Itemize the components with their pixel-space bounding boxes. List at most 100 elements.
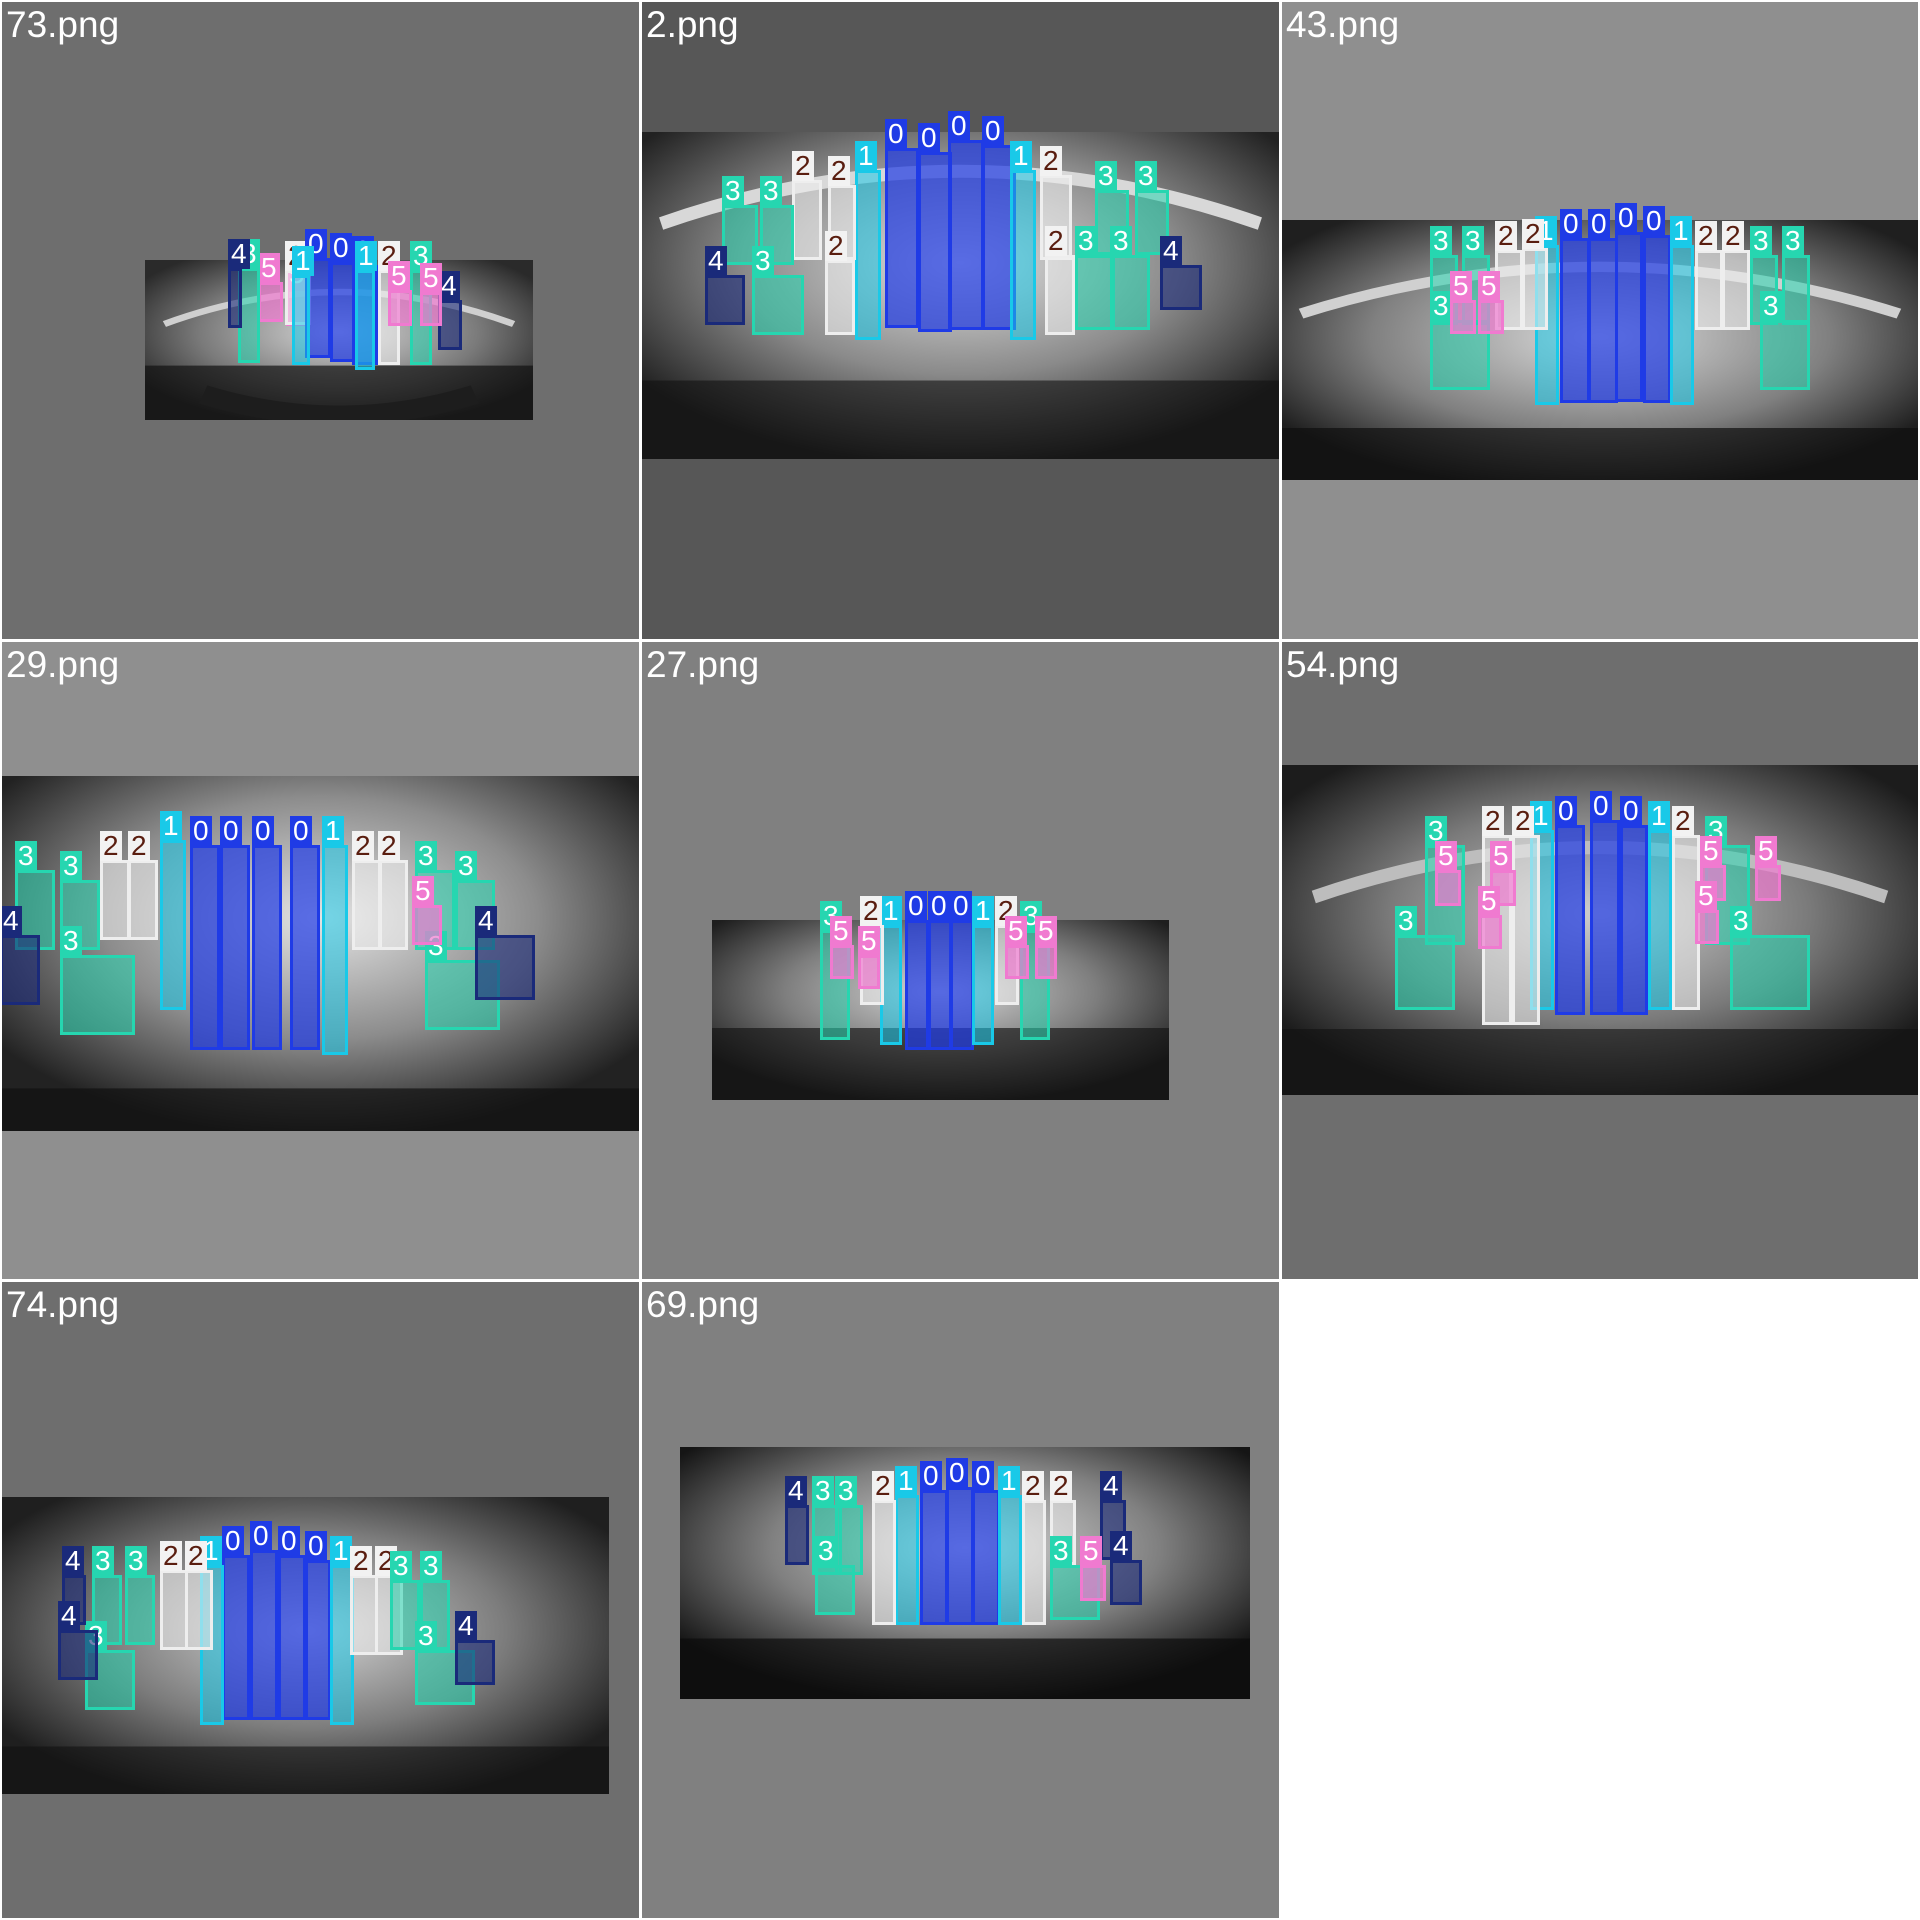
detection-box: 1: [1010, 141, 1036, 340]
detection-class-label: 2: [378, 831, 400, 861]
detection-class-label: 0: [982, 116, 1004, 146]
detection-box: 2: [160, 1541, 188, 1650]
image-filename: 54.png: [1286, 644, 1400, 685]
detection-class-label: 1: [330, 1536, 352, 1566]
detection-class-label: 1: [1670, 216, 1692, 246]
detection-box: 4: [58, 1601, 98, 1680]
detection-box: 0: [920, 1461, 948, 1625]
detection-class-label: 0: [1590, 791, 1612, 821]
detection-box: 1: [998, 1466, 1022, 1625]
detection-class-label: 5: [1435, 841, 1457, 871]
detection-class-label: 4: [475, 906, 497, 936]
detection-class-label: 2: [350, 1546, 372, 1576]
detection-class-label: 3: [1110, 226, 1132, 256]
detection-class-label: 1: [895, 1466, 917, 1496]
detection-class-label: 4: [62, 1546, 84, 1576]
detection-class-label: 3: [60, 851, 82, 881]
detection-box: 3: [1395, 906, 1455, 1010]
detection-box: 3: [125, 1546, 155, 1645]
detection-class-label: 1: [1648, 801, 1670, 831]
detection-box: 5: [1755, 836, 1781, 901]
detection-class-label: 4: [1110, 1531, 1132, 1561]
detection-class-label: 3: [1730, 906, 1752, 936]
detection-class-label: 3: [415, 841, 437, 871]
image-filename: 2.png: [646, 4, 739, 45]
detection-class-label: 0: [1620, 796, 1642, 826]
detection-box: 3: [1075, 226, 1115, 330]
detection-box: 4: [228, 239, 250, 328]
detection-box: 0: [1643, 206, 1671, 403]
detection-box: 1: [1648, 801, 1672, 1010]
detection-box: 5: [1080, 1536, 1106, 1601]
detection-box: 4: [1160, 236, 1202, 310]
detection-class-label: 3: [1462, 226, 1484, 256]
detection-box: 3: [1730, 906, 1810, 1010]
image-filename: 73.png: [6, 4, 120, 45]
detection-class-label: 3: [1135, 161, 1157, 191]
detection-class-label: 0: [918, 123, 940, 153]
detection-box: 2: [1022, 1471, 1046, 1625]
detection-class-label: 2: [792, 151, 814, 181]
detection-box: 0: [1620, 796, 1648, 1015]
detection-class-label: 3: [812, 1476, 834, 1506]
detection-class-label: 0: [252, 816, 274, 846]
detection-class-label: 5: [1478, 271, 1500, 301]
detection-class-label: 3: [835, 1476, 857, 1506]
detection-class-label: 3: [1430, 291, 1452, 321]
detection-class-label: 0: [190, 816, 212, 846]
detection-class-label: 1: [880, 896, 902, 926]
detection-box: 2: [378, 831, 408, 950]
detection-class-label: 1: [972, 896, 994, 926]
detection-class-label: 0: [1643, 206, 1665, 236]
detection-class-label: 5: [1755, 836, 1777, 866]
detection-box: 1: [292, 246, 314, 365]
detection-box: 0: [1590, 791, 1620, 1015]
detections-layer: 0000112222333333444: [2, 1282, 639, 1918]
detection-class-label: 0: [222, 1526, 244, 1556]
detection-class-label: 3: [1050, 1536, 1072, 1566]
image-filename: 27.png: [646, 644, 760, 685]
detection-class-label: 5: [1035, 916, 1057, 946]
detection-box: 5: [412, 876, 442, 945]
detection-box: 2: [1512, 806, 1540, 1025]
detection-box: 5: [258, 253, 283, 322]
detection-class-label: 3: [1425, 816, 1447, 846]
detection-class-label: 2: [828, 156, 850, 186]
detection-class-label: 2: [160, 1541, 182, 1571]
detection-box: 3: [815, 1536, 855, 1615]
detection-box: 2: [350, 1546, 378, 1655]
detection-box: 2: [185, 1541, 213, 1650]
detection-class-label: 4: [438, 271, 460, 301]
detection-class-label: 0: [1615, 203, 1637, 233]
detection-box: 3: [1760, 291, 1810, 390]
detection-class-label: 2: [1512, 806, 1534, 836]
detection-box: 2: [872, 1471, 896, 1625]
detection-class-label: 3: [125, 1546, 147, 1576]
detection-class-label: 5: [388, 261, 410, 291]
detection-class-label: 5: [1695, 881, 1717, 911]
detection-box: 0: [250, 1521, 278, 1720]
detection-class-label: 4: [785, 1476, 807, 1506]
detection-box: 0: [305, 1531, 331, 1720]
detection-class-label: 2: [1722, 221, 1744, 251]
detection-class-label: 0: [305, 1531, 327, 1561]
detection-class-label: 2: [1522, 219, 1544, 249]
detection-box: 2: [1522, 219, 1548, 330]
detection-class-label: 3: [1075, 226, 1097, 256]
detection-box: 1: [160, 811, 186, 1010]
detection-box: 5: [1478, 271, 1504, 334]
detection-class-label: 3: [415, 1621, 437, 1651]
detection-class-label: 3: [15, 841, 37, 871]
detection-box: 3: [60, 926, 135, 1035]
detection-class-label: 3: [760, 176, 782, 206]
detection-class-label: 3: [455, 851, 477, 881]
detection-class-label: 2: [1022, 1471, 1044, 1501]
tile-73: 552000113344255 73.png: [2, 2, 639, 639]
detection-class-label: 3: [92, 1546, 114, 1576]
detection-class-label: 5: [1490, 841, 1512, 871]
